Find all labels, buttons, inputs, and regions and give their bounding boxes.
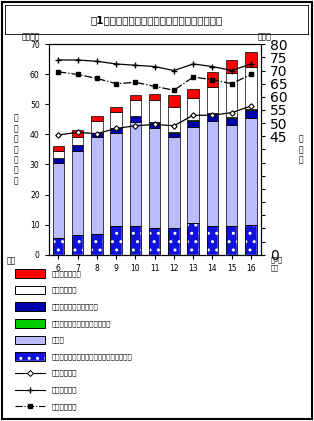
- Bar: [168, 107, 180, 132]
- Bar: [130, 226, 141, 255]
- Bar: [207, 226, 218, 255]
- Bar: [149, 123, 160, 128]
- Bar: [245, 110, 257, 118]
- Text: （％）: （％）: [257, 32, 271, 42]
- Bar: [52, 238, 64, 255]
- Bar: [52, 163, 64, 238]
- Bar: [187, 89, 199, 98]
- Bar: [91, 116, 103, 120]
- Bar: [91, 234, 103, 255]
- Bar: [168, 133, 180, 137]
- Bar: [245, 225, 257, 255]
- Bar: [168, 228, 180, 255]
- Y-axis label: 就
職
率: 就 職 率: [299, 135, 303, 164]
- Bar: [110, 226, 122, 255]
- Text: 平成: 平成: [6, 256, 15, 266]
- Text: 就職者: 就職者: [52, 337, 65, 343]
- Bar: [245, 225, 257, 255]
- Text: 図1１　大学院（修士課程）修了者の進路状況: 図1１ 大学院（修士課程）修了者の進路状況: [91, 15, 223, 25]
- Bar: [110, 128, 122, 133]
- Bar: [72, 235, 83, 255]
- Bar: [245, 109, 257, 110]
- Bar: [15, 352, 45, 361]
- Y-axis label: 進
路
別
修
了
者
数: 進 路 別 修 了 者 数: [14, 114, 18, 185]
- Bar: [52, 146, 64, 151]
- Text: 左記以外の者: 左記以外の者: [52, 287, 78, 293]
- Bar: [187, 98, 199, 120]
- Bar: [149, 93, 160, 99]
- Bar: [130, 99, 141, 116]
- Bar: [149, 99, 160, 122]
- Bar: [187, 121, 199, 127]
- Bar: [15, 269, 45, 278]
- Bar: [226, 117, 237, 118]
- Bar: [245, 118, 257, 225]
- Bar: [15, 336, 45, 344]
- Bar: [187, 223, 199, 255]
- Bar: [207, 72, 218, 87]
- Bar: [72, 130, 83, 137]
- Bar: [72, 137, 83, 145]
- Bar: [226, 226, 237, 255]
- Text: 専修学校　外国の学校等入学者: 専修学校 外国の学校等入学者: [52, 320, 111, 327]
- Bar: [168, 137, 180, 228]
- Bar: [91, 137, 103, 234]
- Bar: [15, 302, 45, 311]
- Bar: [149, 228, 160, 255]
- Bar: [110, 107, 122, 112]
- Bar: [168, 95, 180, 107]
- Text: 死亡・不詳の者: 死亡・不詳の者: [52, 270, 82, 277]
- Bar: [91, 133, 103, 137]
- Text: 就職率（男）: 就職率（男）: [52, 386, 78, 393]
- Bar: [72, 151, 83, 235]
- Bar: [72, 235, 83, 255]
- Bar: [52, 158, 64, 163]
- Bar: [226, 118, 237, 125]
- Bar: [130, 95, 141, 99]
- Bar: [168, 228, 180, 255]
- Bar: [149, 228, 160, 255]
- Bar: [207, 113, 218, 121]
- Bar: [226, 73, 237, 117]
- Bar: [130, 116, 141, 123]
- Bar: [91, 120, 103, 133]
- Bar: [72, 145, 83, 151]
- Bar: [52, 238, 64, 255]
- Bar: [245, 67, 257, 109]
- Text: 進学者（就職し，かつ進学した者を含む）: 進学者（就職し，かつ進学した者を含む）: [52, 353, 133, 360]
- Bar: [15, 286, 45, 294]
- Bar: [226, 125, 237, 226]
- Bar: [110, 112, 122, 128]
- Bar: [110, 226, 122, 255]
- Bar: [15, 319, 45, 328]
- Bar: [110, 133, 122, 226]
- Bar: [226, 226, 237, 255]
- Bar: [245, 52, 257, 67]
- Bar: [187, 120, 199, 121]
- Bar: [207, 87, 218, 113]
- Bar: [207, 226, 218, 255]
- Text: 年3月
修了: 年3月 修了: [271, 257, 283, 271]
- Bar: [130, 226, 141, 255]
- Bar: [226, 60, 237, 73]
- Text: 就職率（計）: 就職率（計）: [52, 403, 78, 410]
- Bar: [168, 132, 180, 133]
- Bar: [52, 151, 64, 158]
- Bar: [91, 234, 103, 255]
- Bar: [187, 223, 199, 255]
- Text: （千人）: （千人）: [22, 32, 41, 42]
- Text: 就職率（女）: 就職率（女）: [52, 370, 78, 376]
- Bar: [207, 121, 218, 226]
- Bar: [130, 123, 141, 226]
- Bar: [187, 127, 199, 223]
- Bar: [149, 128, 160, 228]
- Bar: [15, 352, 45, 361]
- Text: 一時的な仕事に就いた者: 一時的な仕事に就いた者: [52, 304, 99, 310]
